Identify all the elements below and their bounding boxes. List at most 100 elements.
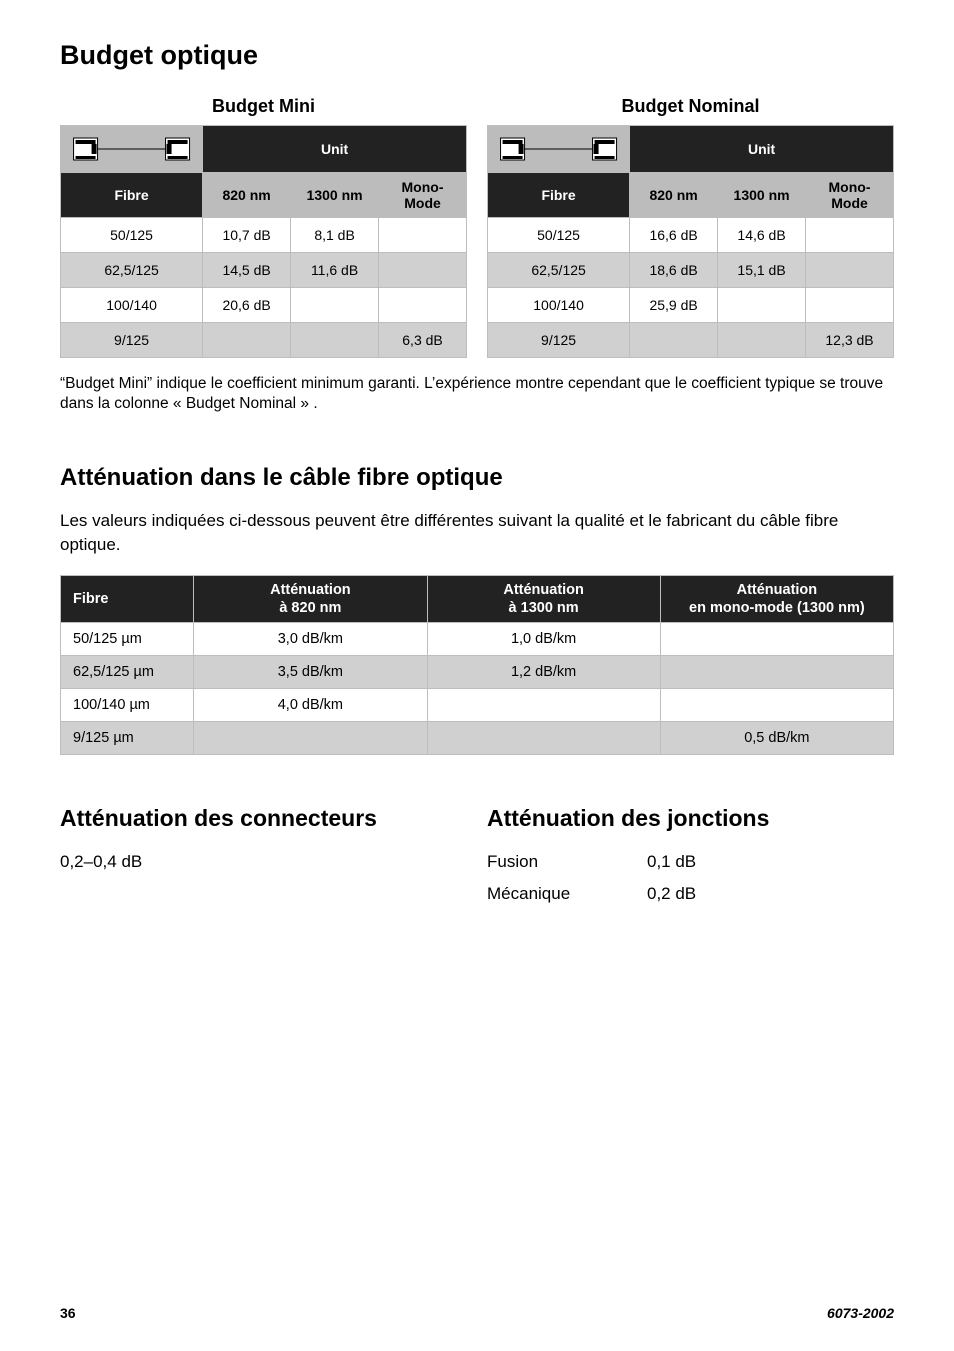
cell-820: 10,7 dB (203, 218, 291, 253)
table-row: 62,5/125 18,6 dB 15,1 dB (488, 253, 894, 288)
cell-mono: 6,3 dB (379, 323, 467, 358)
att-1300-l1: Atténuation (503, 582, 584, 598)
cell-a1300 (427, 722, 660, 755)
junction-key: Fusion (487, 846, 647, 878)
cell-mono (379, 218, 467, 253)
cell-mono (379, 253, 467, 288)
unit-header: Unit (630, 126, 894, 173)
junction-row: Mécanique 0,2 dB (487, 878, 894, 910)
cell-fibre: 50/125 µm (61, 623, 194, 656)
cell-a1300 (427, 689, 660, 722)
connectors-value: 0,2–0,4 dB (60, 846, 467, 878)
fibre-col-header: Fibre (488, 173, 630, 218)
budget-mini-block: Budget Mini (60, 96, 467, 358)
col-1300-header: 1300 nm (718, 173, 806, 218)
cell-fibre: 9/125 (488, 323, 630, 358)
cell-820: 25,9 dB (630, 288, 718, 323)
cell-820: 18,6 dB (630, 253, 718, 288)
junction-key: Mécanique (487, 878, 647, 910)
budget-nominal-table: Unit Fibre 820 nm 1300 nm Mono-Mode 50/1… (487, 125, 894, 358)
col-mono-header: Mono-Mode (806, 173, 894, 218)
attenuation-title: Atténuation dans le câble fibre optique (60, 464, 894, 492)
connectors-title: Atténuation des connecteurs (60, 805, 467, 832)
budget-mini-caption: Budget Mini (60, 96, 467, 117)
cell-fibre: 50/125 (61, 218, 203, 253)
cell-1300 (718, 288, 806, 323)
junctions-title: Atténuation des jonctions (487, 805, 894, 832)
cell-820: 16,6 dB (630, 218, 718, 253)
table-row: Fibre 820 nm 1300 nm Mono-Mode (61, 173, 467, 218)
cell-1300: 11,6 dB (291, 253, 379, 288)
budget-nominal-block: Budget Nominal (487, 96, 894, 358)
cell-amono (660, 656, 893, 689)
cell-1300: 14,6 dB (718, 218, 806, 253)
page-number: 36 (60, 1305, 76, 1321)
cell-fibre: 100/140 (61, 288, 203, 323)
budget-tables-wrap: Budget Mini (60, 96, 894, 358)
table-row: 50/125 16,6 dB 14,6 dB (488, 218, 894, 253)
cell-a820: 3,0 dB/km (194, 623, 427, 656)
table-row: 62,5/125 µm 3,5 dB/km 1,2 dB/km (61, 656, 894, 689)
attenuation-intro: Les valeurs indiquées ci-dessous peuvent… (60, 509, 894, 557)
unit-header: Unit (203, 126, 467, 173)
cell-1300 (718, 323, 806, 358)
cell-mono: 12,3 dB (806, 323, 894, 358)
table-row: 50/125 µm 3,0 dB/km 1,0 dB/km (61, 623, 894, 656)
cell-fibre: 9/125 µm (61, 722, 194, 755)
cell-a1300: 1,0 dB/km (427, 623, 660, 656)
cell-mono (379, 288, 467, 323)
cell-a820: 3,5 dB/km (194, 656, 427, 689)
cell-820 (203, 323, 291, 358)
cell-amono (660, 689, 893, 722)
table-row: Fibre Atténuation à 820 nm Atténuation à… (61, 575, 894, 622)
junction-val: 0,1 dB (647, 846, 696, 878)
cell-mono (806, 218, 894, 253)
unit-icon-cell (61, 126, 203, 173)
table-row: 9/125 µm 0,5 dB/km (61, 722, 894, 755)
att-mono-l1: Atténuation (737, 582, 818, 598)
cell-fibre: 62,5/125 (61, 253, 203, 288)
cell-fibre: 62,5/125 (488, 253, 630, 288)
cell-1300: 15,1 dB (718, 253, 806, 288)
cell-a820 (194, 722, 427, 755)
table-row: 9/125 6,3 dB (61, 323, 467, 358)
cell-1300: 8,1 dB (291, 218, 379, 253)
table-row: Unit (61, 126, 467, 173)
att-820-l2: à 820 nm (279, 600, 341, 616)
junction-row: Fusion 0,1 dB (487, 846, 894, 878)
cell-mono (806, 253, 894, 288)
cell-fibre: 50/125 (488, 218, 630, 253)
cell-fibre: 9/125 (61, 323, 203, 358)
att-1300-header: Atténuation à 1300 nm (427, 575, 660, 622)
cell-1300 (291, 323, 379, 358)
att-mono-l2: en mono-mode (1300 nm) (689, 600, 865, 616)
table-row: Unit (488, 126, 894, 173)
table-row: 100/140 20,6 dB (61, 288, 467, 323)
cell-820: 20,6 dB (203, 288, 291, 323)
cell-mono (806, 288, 894, 323)
cell-fibre: 62,5/125 µm (61, 656, 194, 689)
fibre-col-header: Fibre (61, 173, 203, 218)
cell-amono: 0,5 dB/km (660, 722, 893, 755)
page-footer: 36 6073-2002 (60, 1305, 894, 1321)
col-1300-header: 1300 nm (291, 173, 379, 218)
page: Budget optique Budget Mini (0, 0, 954, 1351)
junction-val: 0,2 dB (647, 878, 696, 910)
col-mono-header: Mono-Mode (379, 173, 467, 218)
col-820-header: 820 nm (203, 173, 291, 218)
cell-820 (630, 323, 718, 358)
attenuation-table: Fibre Atténuation à 820 nm Atténuation à… (60, 575, 894, 755)
att-820-l1: Atténuation (270, 582, 351, 598)
unit-link-icon (494, 132, 623, 166)
unit-icon-cell (488, 126, 630, 173)
att-820-header: Atténuation à 820 nm (194, 575, 427, 622)
cell-fibre: 100/140 (488, 288, 630, 323)
att-mono-header: Atténuation en mono-mode (1300 nm) (660, 575, 893, 622)
table-row: 100/140 µm 4,0 dB/km (61, 689, 894, 722)
table-row: 62,5/125 14,5 dB 11,6 dB (61, 253, 467, 288)
doc-number: 6073-2002 (827, 1305, 894, 1321)
cell-amono (660, 623, 893, 656)
budget-mini-table: Unit Fibre 820 nm 1300 nm Mono-Mode 50/1… (60, 125, 467, 358)
col-820-header: 820 nm (630, 173, 718, 218)
att-fibre-header: Fibre (61, 575, 194, 622)
